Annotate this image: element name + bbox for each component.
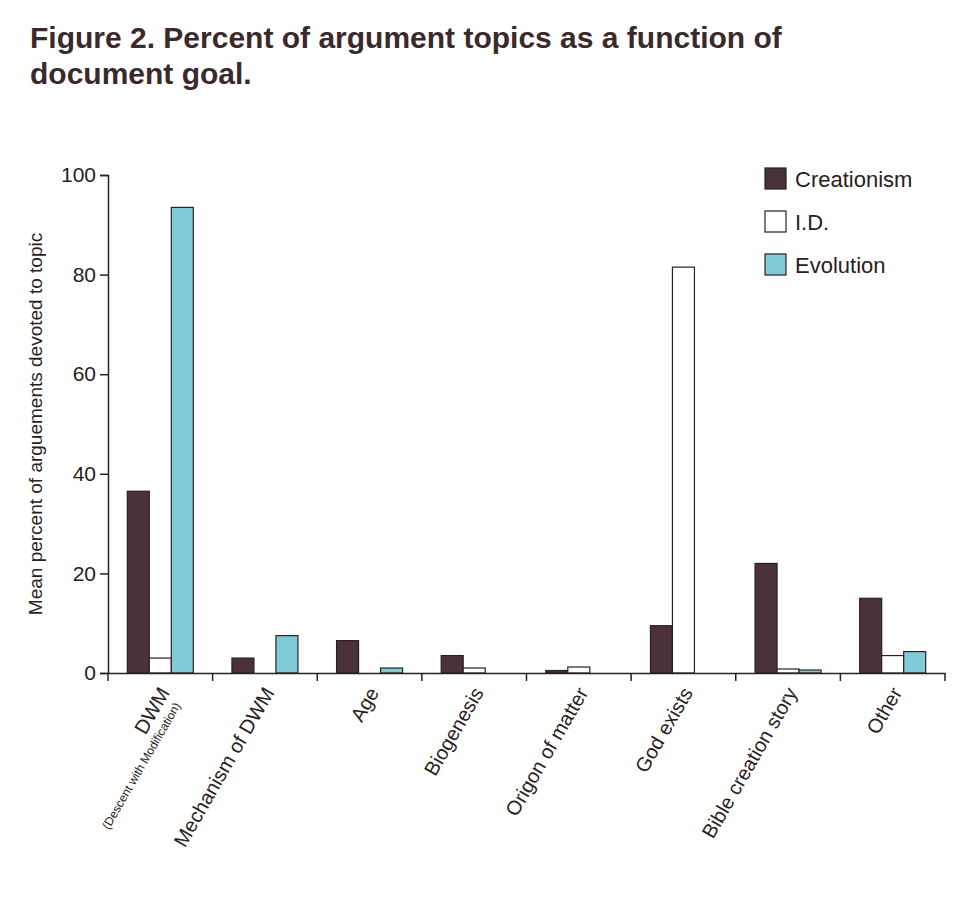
plot: 0 20 40 60 80 100 DWM(Descent with Modificatio…: [61, 163, 946, 850]
title: Figure 2. Percent of argument topics as …: [30, 21, 783, 90]
y-axis-title: Mean percent of arguements devoted to to…: [25, 233, 46, 615]
legend: Creationism I.D. Evolution: [765, 167, 912, 278]
x-tick-label: Mechanism of DWM: [169, 684, 278, 851]
x-axis: DWM(Descent with Modification)Mechanism …: [80, 673, 946, 850]
y-tick: 0: [84, 661, 108, 684]
x-tick-label: God exists: [631, 684, 697, 777]
bar: [777, 669, 799, 673]
bar: [860, 598, 882, 673]
y-axis: 0 20 40 60 80 100: [61, 163, 109, 684]
x-tick-label: DWM(Descent with Modification): [80, 684, 187, 832]
bar: [755, 563, 777, 673]
y-tick-label: 80: [73, 263, 96, 286]
legend-item: Evolution: [765, 253, 886, 278]
category-divider: [421, 673, 423, 681]
x-tick: DWM(Descent with Modification): [80, 673, 187, 832]
y-tick-mark: [100, 673, 108, 675]
bar: [381, 668, 403, 673]
bar: [232, 658, 254, 673]
y-tick-label: 40: [73, 462, 96, 485]
legend-label: Evolution: [795, 253, 886, 278]
legend-item: Creationism: [765, 167, 912, 192]
x-tick: Mechanism of DWM: [169, 673, 278, 850]
category-divider: [944, 673, 946, 681]
bar: [337, 641, 359, 673]
bars: [127, 207, 925, 673]
category-divider: [212, 673, 214, 681]
series: [149, 267, 903, 673]
y-tick-label: 0: [84, 661, 96, 684]
bar: [441, 656, 463, 673]
y-tick-mark: [100, 374, 108, 376]
x-tick-label: Biogenesis: [420, 684, 488, 780]
bar: [799, 670, 821, 673]
category-divider: [735, 673, 737, 681]
y-tick: 80: [73, 263, 108, 286]
x-tick-label: Age: [346, 684, 383, 726]
x-tick-label: Bible creation story: [697, 684, 801, 842]
bar: [276, 636, 298, 673]
bar: [546, 671, 568, 673]
bar: [650, 626, 672, 673]
bar: [127, 491, 149, 673]
x-tick-label: Origon of matter: [501, 683, 592, 819]
x-tick: God exists: [631, 673, 697, 776]
category-divider: [526, 673, 528, 681]
bar: [882, 656, 904, 673]
y-tick-label: 60: [73, 362, 96, 385]
category-divider: [840, 673, 842, 681]
legend-swatch: [765, 211, 786, 232]
x-tick: Age: [346, 673, 383, 725]
y-tick: 40: [73, 462, 108, 485]
category-divider: [107, 673, 109, 681]
y-tick-mark: [100, 175, 108, 177]
bar: [463, 668, 485, 673]
x-tick: Origon of matter: [501, 673, 592, 820]
y-tick-mark: [100, 274, 108, 276]
series: [171, 207, 925, 673]
legend-swatch: [765, 168, 786, 189]
bar: [904, 652, 926, 673]
category-divider: [317, 673, 319, 681]
y-tick-label: 20: [73, 562, 96, 585]
x-tick: Biogenesis: [420, 673, 488, 779]
legend-item: I.D.: [765, 210, 829, 235]
bar: [672, 267, 694, 673]
legend-label: Creationism: [795, 167, 912, 192]
x-tick-label: Other: [862, 683, 906, 738]
y-axis-line: [100, 176, 109, 674]
legend-swatch: [765, 254, 786, 275]
x-tick: Bible creation story: [697, 673, 801, 842]
x-tick: Other: [862, 673, 906, 738]
bar: [568, 667, 590, 673]
y-tick-mark: [100, 573, 108, 575]
y-tick: 20: [73, 562, 108, 585]
series: [127, 491, 881, 673]
legend-label: I.D.: [795, 210, 829, 235]
category-divider: [630, 673, 632, 681]
y-tick-label: 100: [61, 163, 96, 186]
y-tick-mark: [100, 474, 108, 476]
y-tick: 100: [61, 163, 108, 186]
chart: Figure 2. Percent of argument topics as …: [0, 0, 980, 909]
y-tick: 60: [73, 362, 108, 385]
bar: [171, 207, 193, 673]
bar: [149, 658, 171, 673]
